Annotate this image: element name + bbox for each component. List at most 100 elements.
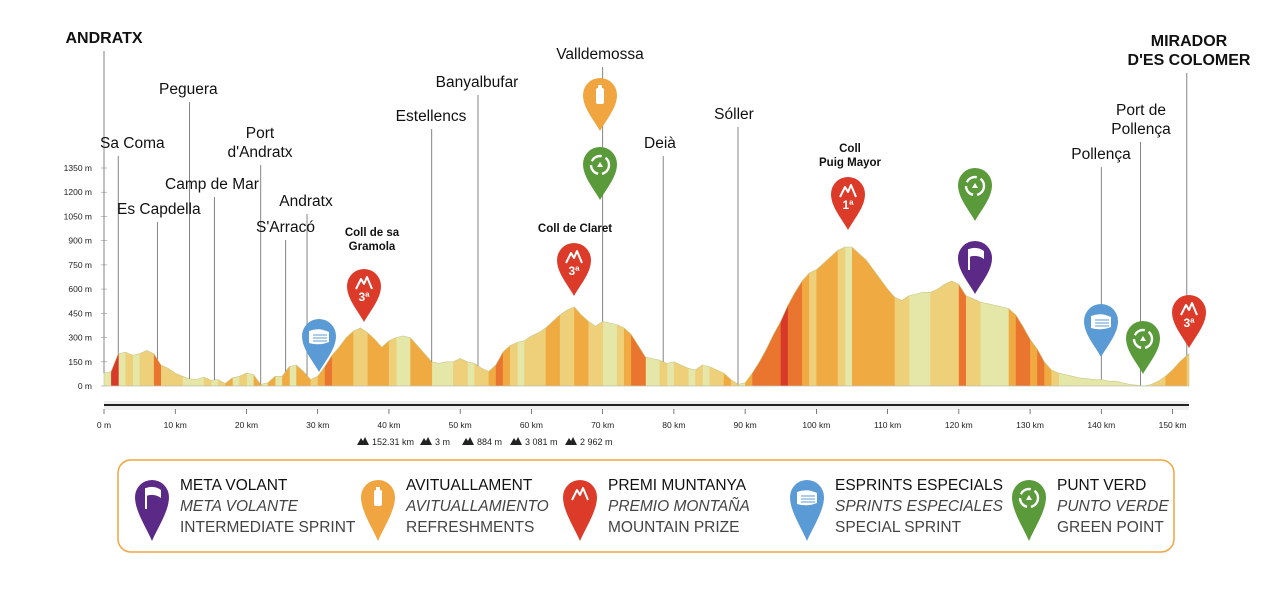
- stage-stats: 152.31 km 3 m 884 m 3 081 m 2 962 m: [357, 437, 613, 447]
- wind-icon: [797, 490, 817, 506]
- gradient-stripe: [527, 247, 532, 386]
- flag-icon: [146, 486, 161, 498]
- gradient-stripe: [791, 247, 796, 386]
- mountain-icon: [839, 184, 857, 198]
- axes: 0 m 150 m 300 m 450 m 600 m 750 m 900 m 1050 m 1…: [64, 163, 107, 391]
- special-sprint-marker: [1084, 304, 1118, 357]
- gradient-stripe: [880, 247, 885, 386]
- gradient-stripe: [752, 247, 757, 386]
- place-label: Pollença: [1071, 146, 1131, 163]
- gradient-stripe: [385, 247, 390, 386]
- legend-title: AVITUALLAMENT: [406, 477, 533, 494]
- gradient-stripe: [1026, 247, 1031, 386]
- gradient-stripe: [1172, 247, 1177, 386]
- recycle-icon: [1018, 487, 1040, 509]
- place-label-line: Pollença: [1111, 121, 1171, 138]
- climb-label-line: Coll de Claret: [538, 223, 612, 235]
- place-label-line: d'Andratx: [228, 144, 293, 161]
- gradient-stripe: [267, 247, 272, 386]
- place-label-line: Peguera: [159, 81, 218, 98]
- gradient-stripe: [627, 247, 632, 386]
- green-point-marker: [583, 147, 617, 200]
- gradient-stripe: [1161, 247, 1166, 386]
- gradient-stripe: [161, 247, 165, 386]
- pin-shape: [1172, 295, 1206, 348]
- gradient-stripe: [834, 247, 839, 386]
- gradient-stripe: [1033, 247, 1038, 386]
- place-label: Camp de Mar: [165, 176, 259, 193]
- gradient-stripe: [684, 247, 689, 386]
- mountain-icon: [1180, 302, 1198, 316]
- gradient-stripe: [577, 247, 582, 386]
- gradient-stripe: [175, 247, 180, 386]
- gradient-stripe: [973, 247, 978, 386]
- gradient-stripe: [766, 247, 771, 386]
- gradient-stripe: [570, 247, 575, 386]
- legend-item-mountain-prize: PREMI MUNTANYA PREMIO MONTAÑA MOUNTAIN PRI…: [563, 477, 750, 541]
- gradient-stripe: [342, 247, 347, 386]
- gradient-stripe: [157, 247, 162, 386]
- gradient-stripe: [535, 247, 539, 386]
- gradient-stripe: [1012, 247, 1017, 386]
- gradient-stripe: [866, 247, 871, 386]
- place-label-line: Port: [246, 125, 275, 142]
- special-sprint-marker: [302, 319, 336, 372]
- climb-label-line: Puig Mayor: [819, 157, 882, 169]
- place-label: S'Arracó: [256, 219, 315, 236]
- gradient-stripe: [969, 247, 974, 386]
- place-label: ANDRATX: [65, 30, 142, 47]
- gradient-stripe: [1176, 247, 1181, 386]
- recycle-arrow: [1026, 495, 1032, 500]
- gradient-stripe: [884, 247, 888, 386]
- gradient-stripe: [207, 247, 212, 386]
- gradient-stripe: [378, 247, 383, 386]
- legend-spanish: PREMIO MONTAÑA: [608, 498, 750, 515]
- gradient-stripe: [218, 247, 222, 386]
- wind-icon: [1091, 314, 1111, 330]
- gradient-stripe: [787, 247, 792, 386]
- gradient-stripe: [823, 247, 828, 386]
- stat-mountain-icon: [420, 437, 432, 445]
- gradient-stripe: [930, 247, 935, 386]
- pin-shape: [831, 177, 865, 230]
- green-point-marker: [1126, 321, 1160, 374]
- gradient-stripe: [812, 247, 817, 386]
- gradient-stripe: [1051, 247, 1056, 386]
- place-label-line: Banyalbufar: [436, 74, 519, 91]
- gradient-stripe: [506, 247, 511, 386]
- gradient-stripe: [513, 247, 518, 386]
- legend-item-special-sprint: ESPRINTS ESPECIALS SPRINTS ESPECIALES SPEC…: [790, 477, 1004, 541]
- gradient-stripe: [567, 247, 571, 386]
- gradient-stripe: [1022, 247, 1027, 386]
- gradient-stripe: [488, 247, 493, 386]
- gradient-stripe: [816, 247, 821, 386]
- place-label: Es Capdella: [117, 201, 201, 218]
- gradient-stripe: [798, 247, 803, 386]
- gradient-stripe: [592, 247, 596, 386]
- climb-label-line: Coll de sa: [345, 227, 400, 239]
- gradient-stripe: [709, 247, 714, 386]
- gradient-stripe: [962, 247, 967, 386]
- gradient-stripe: [958, 247, 963, 386]
- stat-mountain-icon: [565, 437, 577, 445]
- gradient-stripe: [673, 247, 678, 386]
- x-tick-label: 60 km: [520, 420, 543, 430]
- category-label: 3ª: [568, 264, 580, 278]
- intermediate-sprint-marker: [958, 241, 992, 294]
- climb-label-line: Gramola: [349, 241, 396, 253]
- place-label: Peguera: [159, 81, 218, 98]
- gradient-stripe: [392, 247, 397, 386]
- gradient-stripe: [745, 247, 750, 386]
- y-tick-label: 450 m: [68, 308, 92, 318]
- climb-labels: Coll de sa Gramola Coll de Claret Coll Puig …: [345, 143, 882, 253]
- x-tick-label: 70 km: [591, 420, 614, 430]
- gradient-stripe: [552, 247, 557, 386]
- x-tick-label: 50 km: [449, 420, 472, 430]
- gradient-stripe: [802, 247, 807, 386]
- x-tick-label: 80 km: [662, 420, 685, 430]
- gradient-stripe: [545, 247, 550, 386]
- legend-english: GREEN POINT: [1057, 519, 1164, 536]
- x-axis: 0 m 10 km 20 km 30 km 40 km 50 km 60 km 70 km 80…: [97, 385, 1189, 430]
- mountain-icon: [571, 487, 589, 501]
